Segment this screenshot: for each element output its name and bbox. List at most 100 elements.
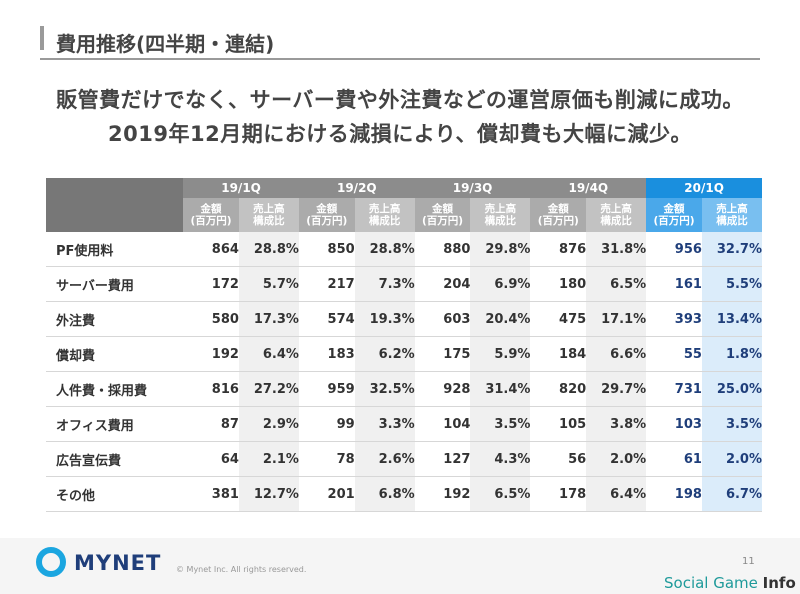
amount-cell: 180 — [530, 266, 587, 302]
headline-line-1: 販管費だけでなく、サーバー費や外注費などの運営原価も削減に成功。 — [56, 88, 744, 112]
ratio-subheader: 売上高 構成比 — [586, 198, 647, 232]
ratio-cell: 20.4% — [470, 301, 531, 337]
ratio-cell: 32.7% — [701, 232, 762, 267]
amount-cell: 184 — [530, 336, 587, 372]
ratio-cell: 6.2% — [354, 336, 415, 372]
section-title: 費用推移(四半期・連結) — [56, 32, 275, 56]
amount-subheader: 金額 (百万円) — [183, 198, 239, 232]
amount-cell: 201 — [298, 476, 355, 512]
row-label: PF使用料 — [46, 232, 184, 267]
ratio-cell: 6.8% — [354, 476, 415, 512]
ratio-cell: 2.0% — [586, 441, 647, 477]
cost-trend-table: 19/1Q 19/2Q 19/3Q 19/4Q 20/1Q 金額 (百万円) 売上高 構成比… — [46, 178, 762, 512]
row-label: 外注費 — [46, 301, 184, 337]
copyright-text: © Mynet Inc. All rights reserved. — [176, 565, 307, 574]
amount-cell: 161 — [646, 266, 702, 302]
ratio-cell: 6.9% — [470, 266, 531, 302]
table-row: サーバー費用 172 5.7% 217 7.3% 204 6.9% 180 6.5% 161 5.5… — [46, 266, 762, 302]
amount-cell: 820 — [530, 371, 587, 407]
ratio-cell: 29.8% — [470, 232, 531, 267]
table-row: 広告宣伝費 64 2.1% 78 2.6% 127 4.3% 56 2.0% 61 2.0% — [46, 441, 762, 477]
table-row: PF使用料 864 28.8% 850 28.8% 880 29.8% 876 31.8% 956… — [46, 232, 762, 267]
amount-cell: 880 — [414, 232, 471, 267]
table-row: その他 381 12.7% 201 6.8% 192 6.5% 178 6.4% 198 6.7% — [46, 476, 762, 512]
amount-cell: 175 — [414, 336, 471, 372]
amount-cell: 731 — [646, 371, 702, 407]
ratio-cell: 32.5% — [354, 371, 415, 407]
amount-cell: 475 — [530, 301, 587, 337]
table-header-corner — [46, 178, 184, 232]
ratio-cell: 25.0% — [701, 371, 762, 407]
ratio-cell: 28.8% — [354, 232, 415, 267]
row-label: 広告宣伝費 — [46, 441, 184, 477]
ratio-cell: 6.4% — [238, 336, 299, 372]
ratio-cell: 19.3% — [354, 301, 415, 337]
quarter-header: 19/2Q — [298, 178, 415, 198]
ratio-cell: 2.1% — [238, 441, 299, 477]
table-row: 償却費 192 6.4% 183 6.2% 175 5.9% 184 6.6% 55 1.8% — [46, 336, 762, 372]
row-label: オフィス費用 — [46, 406, 184, 442]
amount-cell: 198 — [646, 476, 702, 512]
amount-cell: 103 — [646, 406, 702, 442]
ratio-cell: 3.8% — [586, 406, 647, 442]
table-header-row: 19/1Q 19/2Q 19/3Q 19/4Q 20/1Q — [46, 178, 762, 232]
ratio-subheader: 売上高 構成比 — [354, 198, 415, 232]
ratio-cell: 6.6% — [586, 336, 647, 372]
quarter-header: 19/4Q — [530, 178, 647, 198]
amount-cell: 928 — [414, 371, 471, 407]
amount-cell: 381 — [183, 476, 239, 512]
amount-subheader: 金額 (百万円) — [530, 198, 587, 232]
amount-cell: 172 — [183, 266, 239, 302]
ratio-cell: 31.4% — [470, 371, 531, 407]
amount-cell: 56 — [530, 441, 587, 477]
ratio-cell: 5.9% — [470, 336, 531, 372]
table-subheader-row: 金額 (百万円) 売上高 構成比 金額 (百万円) 売上高 構成比 金額 (百万円) 売上… — [46, 198, 762, 232]
amount-cell: 864 — [183, 232, 239, 267]
ratio-cell: 1.8% — [701, 336, 762, 372]
quarter-header: 20/1Q — [646, 178, 762, 198]
amount-cell: 580 — [183, 301, 239, 337]
table-row: オフィス費用 87 2.9% 99 3.3% 104 3.5% 105 3.8% 103 3.5% — [46, 406, 762, 442]
quarter-header: 19/3Q — [414, 178, 531, 198]
headline-line-2: 2019年12月期における減損により、償却費も大幅に減少。 — [108, 122, 692, 146]
watermark-part1: Social Game — [664, 574, 763, 592]
ratio-cell: 31.8% — [586, 232, 647, 267]
amount-subheader: 金額 (百万円) — [298, 198, 355, 232]
ratio-subheader: 売上高 構成比 — [470, 198, 531, 232]
ratio-cell: 12.7% — [238, 476, 299, 512]
ratio-cell: 17.1% — [586, 301, 647, 337]
ratio-cell: 17.3% — [238, 301, 299, 337]
ratio-cell: 3.5% — [470, 406, 531, 442]
amount-cell: 61 — [646, 441, 702, 477]
logo-ring-icon — [36, 547, 66, 577]
ratio-cell: 4.3% — [470, 441, 531, 477]
amount-cell: 204 — [414, 266, 471, 302]
amount-cell: 217 — [298, 266, 355, 302]
ratio-cell: 6.4% — [586, 476, 647, 512]
ratio-cell: 27.2% — [238, 371, 299, 407]
amount-cell: 178 — [530, 476, 587, 512]
amount-cell: 64 — [183, 441, 239, 477]
table-row: 外注費 580 17.3% 574 19.3% 603 20.4% 475 17.1% 393 13… — [46, 301, 762, 337]
ratio-cell: 5.5% — [701, 266, 762, 302]
amount-cell: 127 — [414, 441, 471, 477]
amount-cell: 55 — [646, 336, 702, 372]
amount-cell: 603 — [414, 301, 471, 337]
amount-cell: 104 — [414, 406, 471, 442]
ratio-cell: 2.0% — [701, 441, 762, 477]
ratio-cell: 5.7% — [238, 266, 299, 302]
ratio-cell: 6.7% — [701, 476, 762, 512]
amount-cell: 192 — [183, 336, 239, 372]
row-label: 償却費 — [46, 336, 184, 372]
amount-cell: 393 — [646, 301, 702, 337]
amount-cell: 816 — [183, 371, 239, 407]
watermark-part2: Info — [762, 574, 796, 592]
amount-cell: 87 — [183, 406, 239, 442]
section-title-bar: 費用推移(四半期・連結) — [40, 22, 760, 60]
ratio-cell: 13.4% — [701, 301, 762, 337]
mynet-logo: MYNET — [36, 546, 176, 582]
logo-text: MYNET — [74, 551, 162, 575]
title-accent-bar — [40, 26, 44, 50]
table-row: 人件費・採用費 816 27.2% 959 32.5% 928 31.4% 820 29.7% 7… — [46, 371, 762, 407]
page-number: 11 — [742, 556, 755, 567]
